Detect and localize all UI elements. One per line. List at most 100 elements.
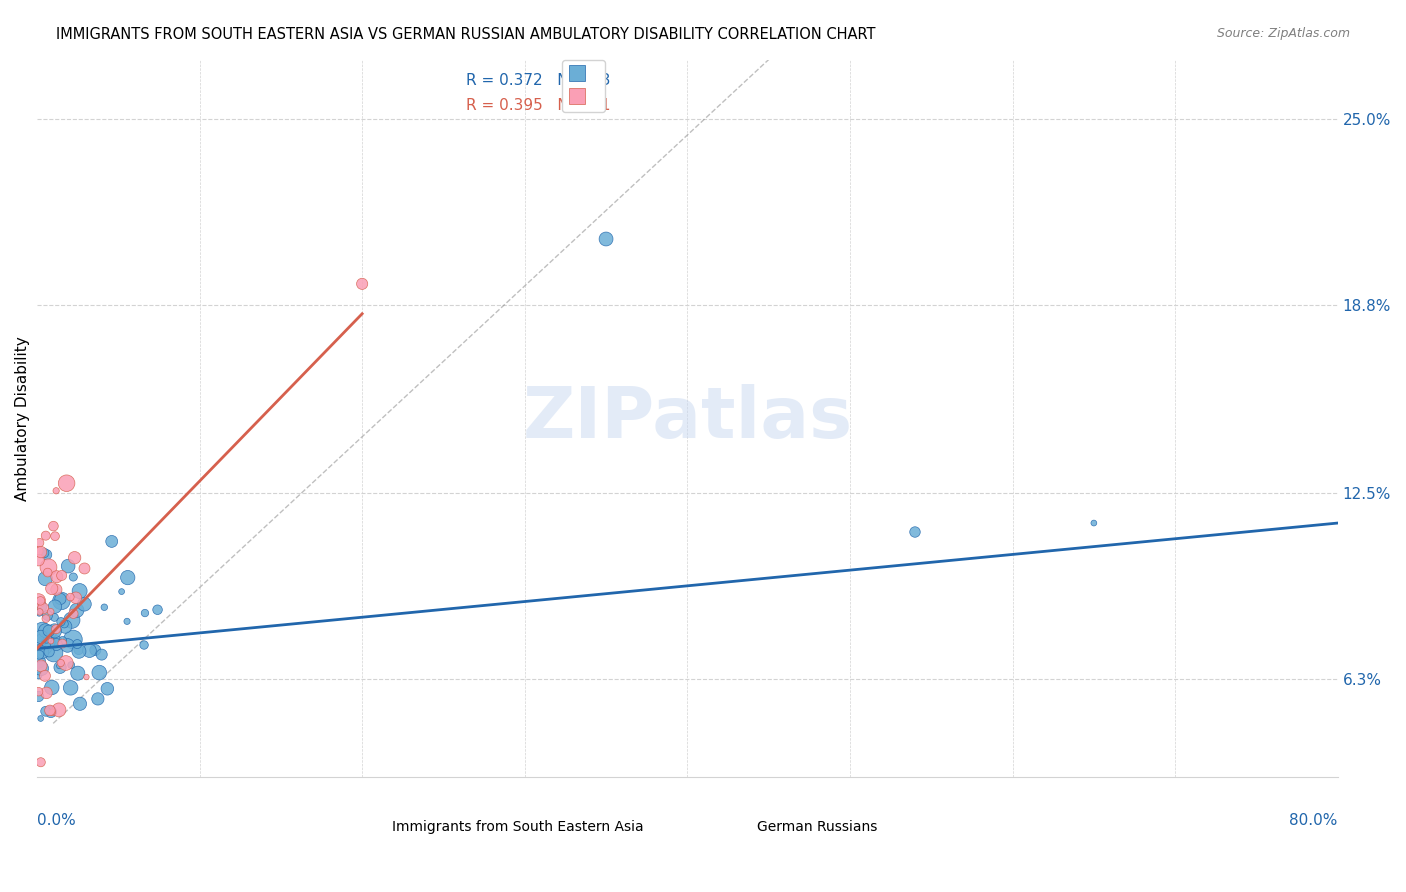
Point bbox=[39, 634, 62, 648]
Point bbox=[45, 582, 67, 597]
Point bbox=[49, 591, 72, 606]
Point bbox=[31, 624, 53, 638]
Point bbox=[28, 606, 51, 620]
Point bbox=[904, 524, 927, 539]
Point bbox=[39, 703, 62, 717]
Text: IMMIGRANTS FROM SOUTH EASTERN ASIA VS GERMAN RUSSIAN AMBULATORY DISABILITY CORRE: IMMIGRANTS FROM SOUTH EASTERN ASIA VS GE… bbox=[56, 27, 876, 42]
Point bbox=[45, 570, 67, 584]
Point bbox=[45, 638, 67, 652]
Point bbox=[62, 570, 84, 584]
Point bbox=[28, 599, 51, 614]
Point bbox=[49, 615, 72, 629]
Point bbox=[35, 686, 58, 700]
Y-axis label: Ambulatory Disability: Ambulatory Disability bbox=[15, 336, 30, 500]
Point bbox=[352, 277, 374, 291]
Point bbox=[48, 659, 70, 673]
Point bbox=[60, 658, 83, 673]
Point bbox=[56, 639, 79, 653]
Point bbox=[41, 706, 63, 720]
Point bbox=[37, 608, 59, 623]
Text: German Russians: German Russians bbox=[758, 821, 877, 834]
Point bbox=[69, 584, 91, 599]
Point bbox=[34, 624, 56, 638]
Point bbox=[30, 661, 52, 675]
Point bbox=[34, 704, 56, 718]
Point bbox=[35, 612, 58, 626]
Legend: , : , bbox=[562, 60, 605, 112]
Point bbox=[59, 590, 82, 604]
Point bbox=[35, 529, 58, 543]
Point bbox=[35, 548, 58, 562]
Point bbox=[93, 600, 115, 615]
Point bbox=[45, 622, 67, 636]
Point bbox=[60, 613, 83, 627]
Point bbox=[44, 599, 66, 614]
Point bbox=[30, 545, 52, 559]
Point bbox=[45, 634, 67, 648]
Point bbox=[27, 593, 49, 607]
Point bbox=[32, 546, 55, 560]
Point bbox=[45, 483, 67, 498]
Point bbox=[28, 648, 51, 662]
Point bbox=[59, 681, 82, 695]
Point bbox=[30, 756, 52, 770]
Point bbox=[30, 630, 52, 644]
Point bbox=[49, 656, 72, 670]
Point bbox=[32, 601, 55, 615]
Text: 0.0%: 0.0% bbox=[37, 814, 76, 828]
Point bbox=[65, 591, 87, 605]
Point bbox=[34, 572, 56, 586]
Point bbox=[51, 594, 73, 608]
Point bbox=[28, 535, 51, 549]
Point bbox=[41, 681, 63, 695]
Point bbox=[28, 605, 51, 619]
Point bbox=[37, 635, 59, 649]
Point bbox=[44, 529, 66, 543]
Point bbox=[73, 597, 96, 611]
Point bbox=[55, 656, 77, 670]
Point bbox=[39, 625, 62, 640]
Point bbox=[27, 544, 49, 558]
Point bbox=[66, 637, 89, 651]
Point bbox=[115, 615, 138, 629]
Point bbox=[38, 645, 60, 659]
Point bbox=[42, 646, 65, 660]
Text: ZIPatlas: ZIPatlas bbox=[522, 384, 852, 453]
Point bbox=[51, 636, 73, 650]
Point bbox=[62, 607, 84, 621]
Point bbox=[52, 633, 75, 648]
Point bbox=[39, 605, 62, 619]
Point bbox=[48, 703, 70, 717]
Point bbox=[37, 566, 59, 580]
Point bbox=[30, 642, 52, 657]
Point bbox=[38, 624, 60, 638]
Point bbox=[49, 660, 72, 674]
Point bbox=[28, 631, 51, 645]
Point bbox=[134, 606, 156, 620]
Text: R = 0.372   N = 73: R = 0.372 N = 73 bbox=[467, 73, 610, 87]
Point bbox=[67, 643, 90, 657]
Point bbox=[1083, 516, 1105, 530]
Point bbox=[117, 571, 139, 585]
Point bbox=[51, 568, 73, 582]
Point bbox=[53, 619, 76, 633]
Text: Source: ZipAtlas.com: Source: ZipAtlas.com bbox=[1216, 27, 1350, 40]
Point bbox=[110, 584, 132, 599]
Text: Immigrants from South Eastern Asia: Immigrants from South Eastern Asia bbox=[392, 821, 644, 834]
Point bbox=[146, 603, 169, 617]
Point bbox=[67, 644, 90, 658]
Point bbox=[31, 645, 53, 659]
Point bbox=[30, 659, 52, 673]
Point bbox=[35, 631, 58, 645]
Point bbox=[73, 561, 96, 575]
Point bbox=[55, 476, 77, 491]
Point bbox=[69, 697, 91, 711]
Point bbox=[132, 638, 155, 652]
Point bbox=[42, 519, 65, 533]
Point bbox=[62, 632, 84, 647]
Point bbox=[96, 681, 118, 696]
Point bbox=[56, 559, 79, 574]
Point bbox=[63, 550, 86, 565]
Point bbox=[66, 603, 89, 617]
Point bbox=[84, 643, 107, 657]
